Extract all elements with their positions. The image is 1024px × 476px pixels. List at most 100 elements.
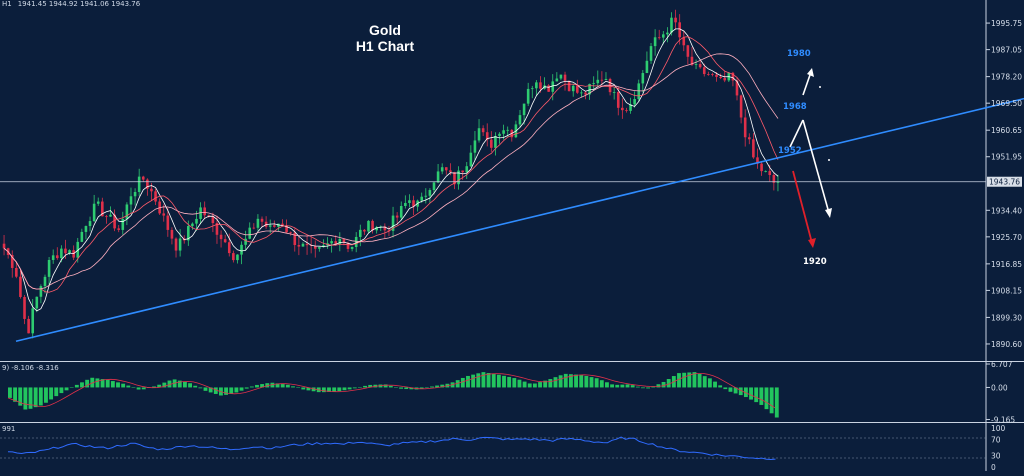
candle-body bbox=[776, 181, 780, 183]
rsi-tick-label: 70 bbox=[991, 436, 1001, 445]
candle-body bbox=[723, 78, 727, 81]
candle-body bbox=[633, 99, 636, 105]
candle-body bbox=[702, 67, 706, 75]
macd-bar bbox=[656, 384, 661, 388]
candle-body bbox=[404, 202, 407, 207]
candle-body bbox=[195, 218, 198, 224]
marker-dot bbox=[828, 159, 830, 161]
candle-body bbox=[363, 229, 366, 232]
macd-bar bbox=[558, 375, 563, 388]
candle-body bbox=[530, 88, 534, 90]
macd-signal-line bbox=[7, 372, 776, 409]
price-tick-label: 1969.50 bbox=[991, 99, 1022, 108]
candle-body bbox=[10, 254, 14, 268]
macd-bar bbox=[399, 387, 404, 389]
candle-body bbox=[215, 223, 219, 235]
candle-body bbox=[391, 215, 395, 231]
macd-bar bbox=[754, 387, 759, 403]
macd-bar bbox=[80, 382, 84, 388]
candle-body bbox=[457, 170, 460, 185]
macd-bar bbox=[270, 382, 275, 388]
macd-bar bbox=[481, 372, 486, 388]
candle-body bbox=[273, 225, 276, 227]
macd-tick-label: 6.707 bbox=[991, 360, 1013, 369]
macd-bar bbox=[599, 380, 604, 388]
macd-bar bbox=[321, 387, 326, 393]
macd-bar bbox=[116, 382, 120, 388]
candle-body bbox=[485, 132, 489, 140]
macd-bar bbox=[460, 377, 465, 388]
macd-bar bbox=[620, 384, 625, 388]
candle-body bbox=[576, 85, 579, 93]
macd-bar bbox=[74, 384, 79, 388]
macd-bar bbox=[296, 387, 301, 388]
macd-bar bbox=[584, 376, 589, 388]
candle-body bbox=[47, 259, 51, 277]
candle-body bbox=[358, 229, 362, 237]
candle-body bbox=[428, 190, 432, 196]
candle-body bbox=[752, 139, 755, 158]
candle-body bbox=[170, 229, 174, 239]
macd-bar bbox=[553, 377, 558, 388]
macd-bar bbox=[198, 387, 203, 389]
candle-body bbox=[154, 191, 157, 202]
macd-bar bbox=[244, 387, 249, 389]
candle-body bbox=[469, 152, 473, 167]
candle-body bbox=[698, 64, 702, 68]
macd-bar bbox=[280, 384, 285, 388]
ohlc-info: H1 1941.45 1944.92 1941.06 1943.76 bbox=[2, 0, 141, 8]
candle-body bbox=[318, 247, 321, 249]
candle-body bbox=[232, 253, 235, 261]
candle-body bbox=[686, 45, 690, 57]
macd-bar bbox=[285, 384, 290, 388]
candle-body bbox=[760, 163, 763, 172]
ascending-trendline[interactable] bbox=[15, 97, 1024, 342]
candle-body bbox=[199, 207, 202, 219]
candle-body bbox=[743, 117, 747, 138]
macd-bar bbox=[610, 384, 615, 388]
candle-body bbox=[616, 92, 620, 108]
candle-body bbox=[256, 218, 260, 228]
macd-bar bbox=[574, 374, 578, 388]
candle-body bbox=[715, 74, 718, 77]
macd-bar bbox=[239, 387, 244, 391]
candle-body bbox=[666, 32, 669, 35]
macd-bar bbox=[121, 383, 126, 388]
candle-body bbox=[690, 56, 694, 65]
macd-bar bbox=[594, 378, 599, 388]
candle-body bbox=[555, 78, 559, 82]
candle-body bbox=[64, 248, 67, 254]
rsi-line bbox=[7, 436, 776, 461]
macd-bar bbox=[141, 387, 146, 390]
candle-body bbox=[768, 171, 772, 176]
candle-body bbox=[244, 238, 247, 245]
macd-bar bbox=[188, 383, 192, 388]
macd-bar bbox=[193, 385, 198, 388]
macd-bar bbox=[440, 384, 445, 388]
target-label-1968: 1968 bbox=[783, 102, 807, 112]
candle-body bbox=[174, 238, 178, 251]
candle-body bbox=[371, 220, 374, 231]
marker-dot bbox=[819, 86, 821, 88]
moving-average-line bbox=[3, 28, 779, 312]
macd-bar bbox=[327, 387, 331, 392]
moving-averages-layer bbox=[3, 28, 779, 312]
macd-bar bbox=[229, 387, 234, 394]
candle-body bbox=[305, 243, 309, 246]
macd-bar bbox=[23, 387, 28, 410]
macd-bar bbox=[44, 387, 48, 403]
macd-bar bbox=[162, 382, 167, 388]
arrow-up-head bbox=[807, 68, 814, 77]
candle-body bbox=[367, 220, 370, 232]
macd-bar bbox=[759, 387, 764, 405]
macd-bar bbox=[131, 387, 136, 388]
macd-bar bbox=[471, 374, 476, 388]
candle-body bbox=[694, 64, 698, 65]
candle-body bbox=[461, 170, 464, 173]
macd-bar bbox=[682, 372, 687, 388]
macd-bar bbox=[615, 384, 620, 388]
candle-body bbox=[285, 225, 288, 233]
candle-body bbox=[162, 213, 166, 216]
price-tick-label: 1978.20 bbox=[991, 73, 1022, 82]
